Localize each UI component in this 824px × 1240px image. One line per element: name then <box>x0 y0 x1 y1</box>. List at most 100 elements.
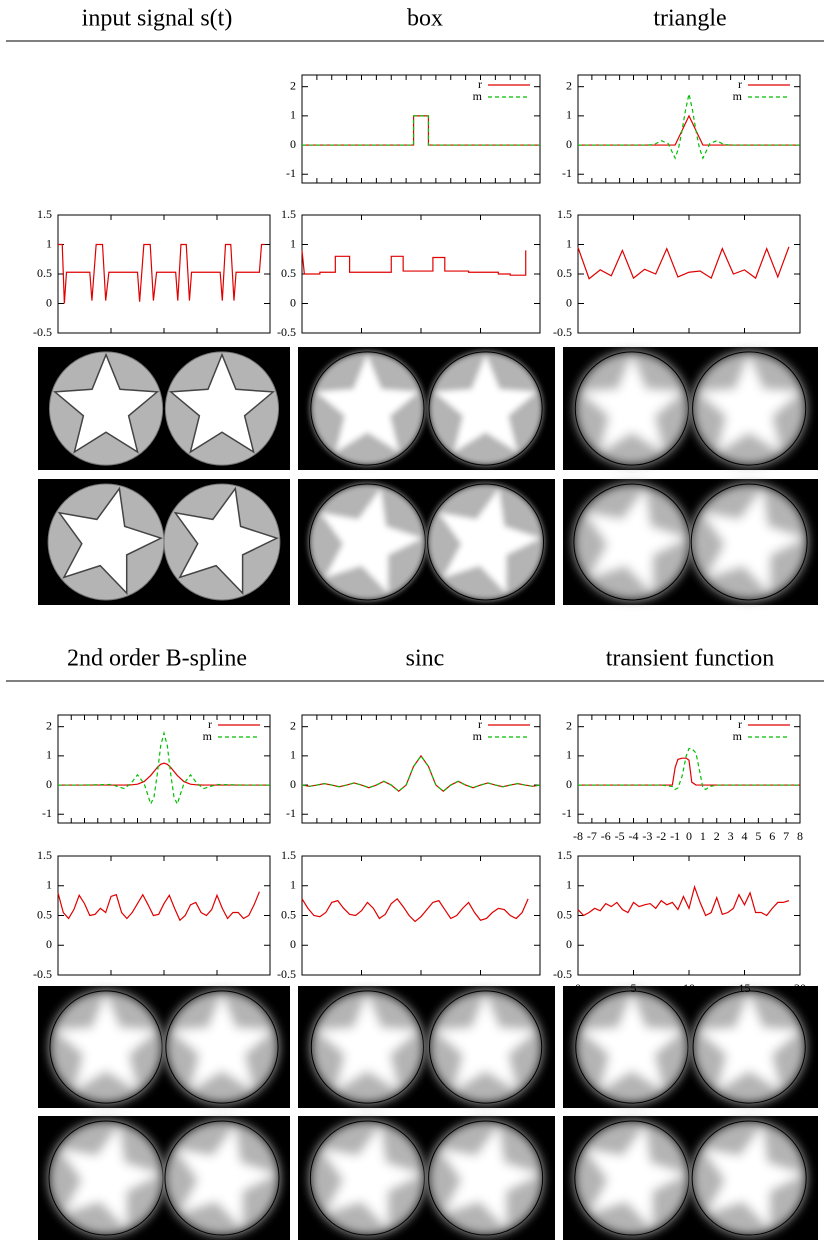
y-tick-label: 0.5 <box>281 266 296 280</box>
series-line <box>301 754 541 793</box>
star-disc <box>165 990 279 1104</box>
x-tick-label: 20 <box>794 981 806 995</box>
y-tick-label: 0.5 <box>37 266 52 280</box>
legend-label: r <box>738 717 742 731</box>
star-disc <box>574 351 689 466</box>
x-tick-label: -2 <box>656 829 666 843</box>
star <box>321 1125 422 1229</box>
star <box>698 354 801 452</box>
x-tick-label: 3 <box>728 829 734 843</box>
star-disc <box>575 990 689 1104</box>
y-tick-label: -0.5 <box>33 967 52 981</box>
star-disc <box>163 483 281 601</box>
y-tick-label: 1.5 <box>281 207 296 221</box>
series-line <box>302 115 540 146</box>
star-disc <box>310 990 425 1104</box>
y-tick-label: 1.5 <box>557 207 572 221</box>
star-disc <box>164 351 280 466</box>
y-tick-label: -1 <box>562 806 572 820</box>
plot-frame <box>577 74 801 184</box>
y-tick-label: 0 <box>566 137 572 151</box>
star-disc <box>48 351 164 466</box>
y-tick-label: 2 <box>46 718 52 732</box>
star <box>176 1125 276 1229</box>
x-tick-label: -7 <box>587 829 597 843</box>
y-tick-label: 1 <box>566 236 572 250</box>
series-line <box>301 897 529 923</box>
star <box>173 486 279 595</box>
legend-label: m <box>733 89 743 103</box>
y-tick-label: -0.5 <box>277 967 296 981</box>
star-disc <box>309 1120 425 1236</box>
plot-frame <box>577 714 801 824</box>
plot-frame <box>577 214 801 334</box>
series-line <box>58 730 270 806</box>
star <box>581 993 683 1091</box>
star <box>698 993 800 1091</box>
y-tick-label: 1 <box>566 878 572 892</box>
star <box>60 1125 161 1229</box>
plot-frame <box>301 74 541 184</box>
y-tick-label: 0 <box>566 937 572 951</box>
series-line <box>578 93 800 160</box>
legend-label: m <box>733 729 743 743</box>
series-line <box>578 747 800 791</box>
y-tick-label: 1.5 <box>37 848 52 862</box>
legend-label: r <box>738 77 742 91</box>
y-tick-label: 0.5 <box>557 907 572 921</box>
legend-label: m <box>203 729 213 743</box>
star-disc <box>428 351 543 466</box>
star-disc <box>308 483 426 601</box>
y-tick-label: 1 <box>566 108 572 122</box>
star <box>316 993 419 1091</box>
star <box>52 352 160 454</box>
y-tick-label: 0 <box>290 295 296 309</box>
y-tick-label: 2 <box>290 718 296 732</box>
y-tick-label: 0 <box>46 777 52 791</box>
star-disc <box>47 483 165 601</box>
x-tick-label: -3 <box>642 829 652 843</box>
legend-label: r <box>208 717 212 731</box>
disc-edge <box>427 483 545 601</box>
disc-edge <box>428 351 543 466</box>
x-tick-label: -6 <box>601 829 611 843</box>
star-disc <box>574 1120 690 1236</box>
plot-frame <box>301 714 541 824</box>
star-disc <box>164 1120 280 1236</box>
star <box>57 486 163 595</box>
star <box>434 354 537 452</box>
star <box>703 1125 804 1229</box>
x-tick-label: -4 <box>629 829 639 843</box>
x-tick-label: 7 <box>783 829 789 843</box>
star-disc <box>428 990 543 1104</box>
star <box>585 488 687 594</box>
x-tick-label: 10 <box>683 981 695 995</box>
y-tick-label: 1.5 <box>557 848 572 862</box>
series-line <box>301 250 527 276</box>
disc-edge <box>49 990 163 1104</box>
y-tick-label: 1.5 <box>281 848 296 862</box>
star-disc <box>573 483 691 601</box>
disc-edge <box>692 990 806 1104</box>
disc-edge <box>165 990 279 1104</box>
star <box>439 1125 540 1229</box>
y-tick-label: 0 <box>290 937 296 951</box>
y-tick-label: -0.5 <box>553 325 572 339</box>
x-tick-label: 15 <box>739 981 751 995</box>
y-tick-label: 0.5 <box>37 907 52 921</box>
series-line <box>57 891 260 922</box>
legend-label: r <box>478 77 482 91</box>
star <box>580 354 683 452</box>
legend-label: r <box>478 717 482 731</box>
star-disc <box>49 990 163 1104</box>
y-tick-label: -1 <box>42 806 52 820</box>
y-tick-label: -0.5 <box>33 325 52 339</box>
y-tick-label: 0 <box>566 777 572 791</box>
column-title: transient function <box>606 646 775 672</box>
disc-edge <box>575 990 689 1104</box>
y-tick-label: 1 <box>290 748 296 762</box>
y-tick-label: 1 <box>46 236 52 250</box>
disc-edge <box>428 990 543 1104</box>
series-line <box>578 114 800 146</box>
